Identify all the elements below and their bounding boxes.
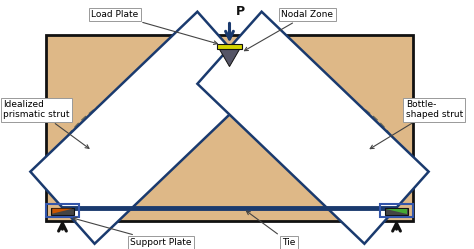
Polygon shape bbox=[386, 209, 407, 214]
Bar bbox=[46, 35, 412, 221]
Bar bbox=[46, 204, 79, 217]
Text: Support Plate: Support Plate bbox=[73, 217, 191, 247]
Bar bbox=[217, 44, 242, 49]
Text: Idealized
prismatic strut: Idealized prismatic strut bbox=[3, 100, 89, 148]
Polygon shape bbox=[30, 12, 262, 244]
Polygon shape bbox=[219, 49, 239, 66]
Text: P: P bbox=[237, 5, 246, 18]
Text: Tie: Tie bbox=[246, 211, 296, 247]
Bar bbox=[380, 204, 413, 217]
Polygon shape bbox=[53, 209, 73, 214]
Text: Nodal Zone: Nodal Zone bbox=[245, 10, 333, 51]
Bar bbox=[384, 208, 409, 215]
Bar bbox=[51, 208, 74, 215]
Text: Load Plate: Load Plate bbox=[91, 10, 218, 44]
Polygon shape bbox=[197, 12, 428, 244]
Text: Bottle-
shaped strut: Bottle- shaped strut bbox=[370, 100, 463, 149]
